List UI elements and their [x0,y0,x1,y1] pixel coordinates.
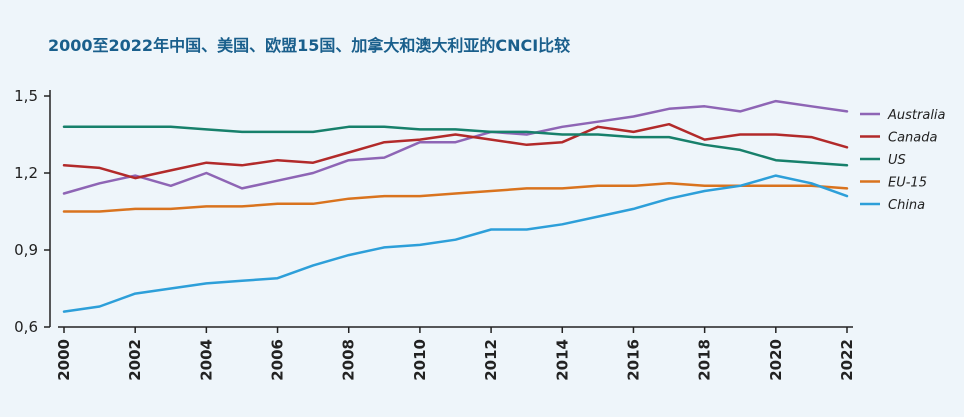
x-tick-label: 2008 [340,339,358,381]
x-axis: 2000 2002 2004 2006 2008 2010 2012 2014 2016 2018… [55,326,856,381]
series-lines [62,99,849,313]
series-line-china [62,174,849,313]
x-tick-label: 2022 [838,339,856,381]
y-axis: 0,6 0,9 1,2 1,5 [14,87,51,336]
series-line-us [62,125,849,167]
legend-label: China [888,198,925,213]
series-line-canada [62,122,849,180]
y-tick-label: 1,5 [14,87,38,105]
y-tick-label: 1,2 [14,164,38,182]
y-tick-label: 0,9 [14,241,38,259]
chart-title: 2000至2022年中国、美国、欧盟15国、加拿大和澳大利亚的CNCI比较 [48,36,571,55]
y-tick-label: 0,6 [14,318,38,336]
x-tick-label: 2012 [482,339,500,381]
legend-label: Canada [888,131,938,146]
legend-label: US [888,153,906,168]
x-tick-label: 2006 [269,339,287,381]
series-line-eu-15 [62,182,849,213]
x-tick-label: 2004 [197,339,215,381]
x-tick-label: 2010 [411,339,429,381]
x-tick-label: 2000 [55,339,73,381]
x-tick-label: 2014 [553,339,571,381]
legend-label: EU-15 [888,176,927,191]
x-tick-label: 2020 [767,339,785,381]
legend-label: Australia [887,108,946,123]
x-tick-label: 2016 [624,339,642,381]
x-tick-label: 2002 [126,339,144,381]
x-tick-label: 2018 [696,339,714,381]
legend: Australia Canada US EU-15 China [860,108,946,213]
series-line-australia [62,99,849,195]
